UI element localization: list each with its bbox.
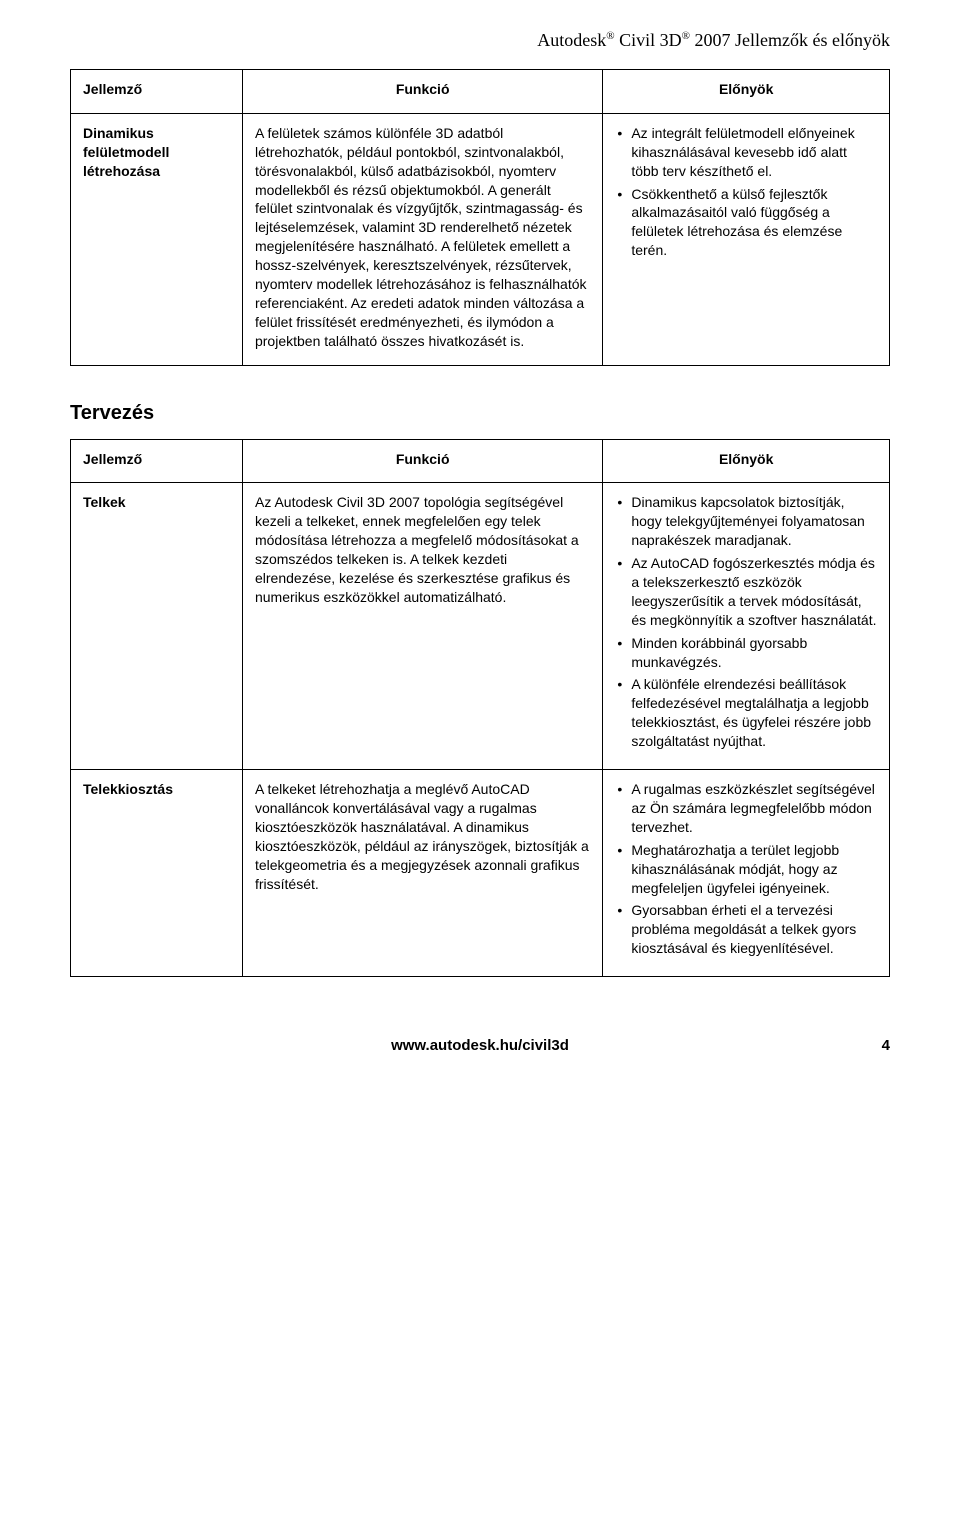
footer-page-number: 4 — [882, 1037, 890, 1054]
feature-name: Telkek — [71, 483, 243, 770]
col-header-function: Funkció — [242, 439, 602, 483]
table-header-row: Jellemző Funkció Előnyök — [71, 439, 890, 483]
table-row: Dinamikus felületmodell létrehozása A fe… — [71, 113, 890, 365]
page: Autodesk® Civil 3D® 2007 Jellemzők és el… — [0, 0, 960, 1091]
list-item: Az integrált felületmodell előnyeinek ki… — [615, 124, 877, 181]
benefit-list: Dinamikus kapcsolatok biztosítják, hogy … — [615, 493, 877, 751]
tervezes-table: Jellemző Funkció Előnyök Telkek Az Autod… — [70, 439, 890, 977]
feature-benefits: Az integrált felületmodell előnyeinek ki… — [603, 113, 890, 365]
list-item: Gyorsabban érheti el a tervezési problém… — [615, 901, 877, 958]
col-header-function: Funkció — [242, 70, 602, 114]
feature-function: A felületek számos különféle 3D adatból … — [242, 113, 602, 365]
col-header-feature: Jellemző — [71, 439, 243, 483]
list-item: Dinamikus kapcsolatok biztosítják, hogy … — [615, 493, 877, 550]
list-item: Csökkenthető a külső fejlesztők alkalmaz… — [615, 185, 877, 261]
top-feature-table: Jellemző Funkció Előnyök Dinamikus felül… — [70, 69, 890, 366]
feature-benefits: A rugalmas eszközkészlet segítségével az… — [603, 770, 890, 977]
footer-url: www.autodesk.hu/civil3d — [70, 1037, 890, 1054]
col-header-feature: Jellemző — [71, 70, 243, 114]
feature-benefits: Dinamikus kapcsolatok biztosítják, hogy … — [603, 483, 890, 770]
feature-name: Telekkiosztás — [71, 770, 243, 977]
table-row: Telekkiosztás A telkeket létrehozhatja a… — [71, 770, 890, 977]
feature-name: Dinamikus felületmodell létrehozása — [71, 113, 243, 365]
table-header-row: Jellemző Funkció Előnyök — [71, 70, 890, 114]
table-row: Telkek Az Autodesk Civil 3D 2007 topológ… — [71, 483, 890, 770]
feature-function: A telkeket létrehozhatja a meglévő AutoC… — [242, 770, 602, 977]
list-item: Minden korábbinál gyorsabb munkavégzés. — [615, 634, 877, 672]
document-title: Autodesk® Civil 3D® 2007 Jellemzők és el… — [70, 30, 890, 51]
list-item: A rugalmas eszközkészlet segítségével az… — [615, 780, 877, 837]
benefit-list: Az integrált felületmodell előnyeinek ki… — [615, 124, 877, 260]
page-footer: www.autodesk.hu/civil3d 4 — [70, 1037, 890, 1061]
section-heading-tervezes: Tervezés — [70, 402, 890, 425]
feature-function: Az Autodesk Civil 3D 2007 topológia segí… — [242, 483, 602, 770]
list-item: Az AutoCAD fogószerkesztés módja és a te… — [615, 554, 877, 630]
list-item: A különféle elrendezési beállítások felf… — [615, 675, 877, 751]
list-item: Meghatározhatja a terület legjobb kihasz… — [615, 841, 877, 898]
benefit-list: A rugalmas eszközkészlet segítségével az… — [615, 780, 877, 958]
col-header-benefits: Előnyök — [603, 439, 890, 483]
col-header-benefits: Előnyök — [603, 70, 890, 114]
